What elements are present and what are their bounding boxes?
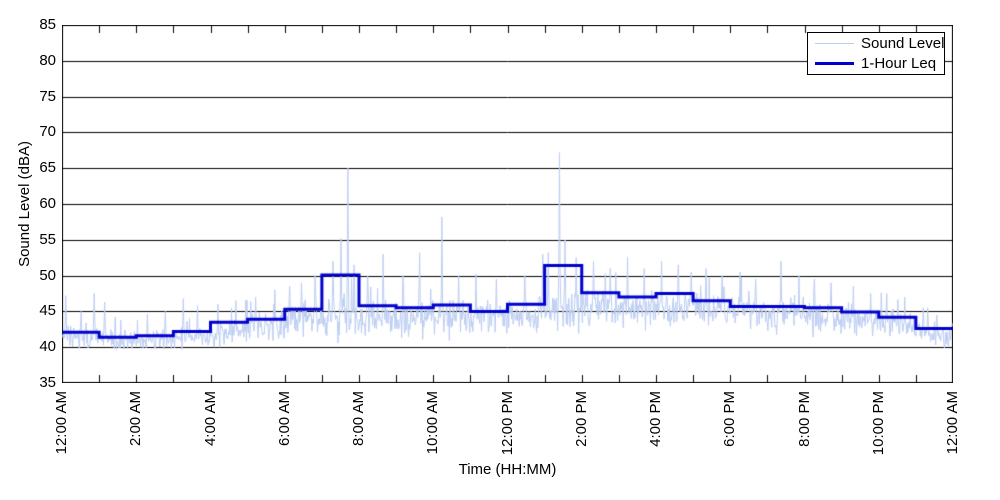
x-tick-label: 4:00 PM [647,391,664,447]
y-tick-label: 80 [39,51,56,69]
leq-line-sample [815,61,854,65]
x-tick-label: 6:00 AM [275,391,293,447]
x-tick-label: 2:00 PM [572,391,590,447]
y-tick-label: 85 [39,16,56,33]
plot-area [62,25,953,383]
legend: Sound Level 1-Hour Leq [807,32,945,75]
x-tick-label: 8:00 AM [350,391,367,447]
x-tick-label: 12:00 AM [53,391,70,455]
legend-entry-sound-level: Sound Level [815,35,944,52]
y-tick-label: 35 [39,374,56,391]
x-axis-label: Time (HH:MM) [458,461,557,478]
y-tick-label: 70 [39,123,56,141]
y-tick-label: 75 [39,87,56,105]
x-tick-label: 2:00 AM [127,391,145,447]
x-tick-label: 8:00 PM [795,391,813,447]
y-tick-label: 45 [39,302,56,320]
legend-entry-leq: 1-Hour Leq [815,55,944,72]
legend-label-leq: 1-Hour Leq [861,54,937,72]
y-tick-label: 60 [39,195,56,212]
legend-label-sound-level: Sound Level [861,35,945,53]
sound-level-line-sample [815,43,854,45]
x-tick-label: 10:00 AM [424,391,442,455]
y-tick-label: 55 [39,230,56,248]
y-tick-label: 65 [39,159,56,177]
x-tick-label: 6:00 PM [721,391,739,447]
x-tick-label: 4:00 AM [201,391,219,447]
x-tick-label: 10:00 PM [869,391,887,456]
x-tick-label: 12:00 AM [944,391,961,455]
y-tick-label: 40 [39,338,56,356]
y-tick-label: 50 [39,266,56,284]
x-tick-label: 12:00 PM [498,391,516,456]
